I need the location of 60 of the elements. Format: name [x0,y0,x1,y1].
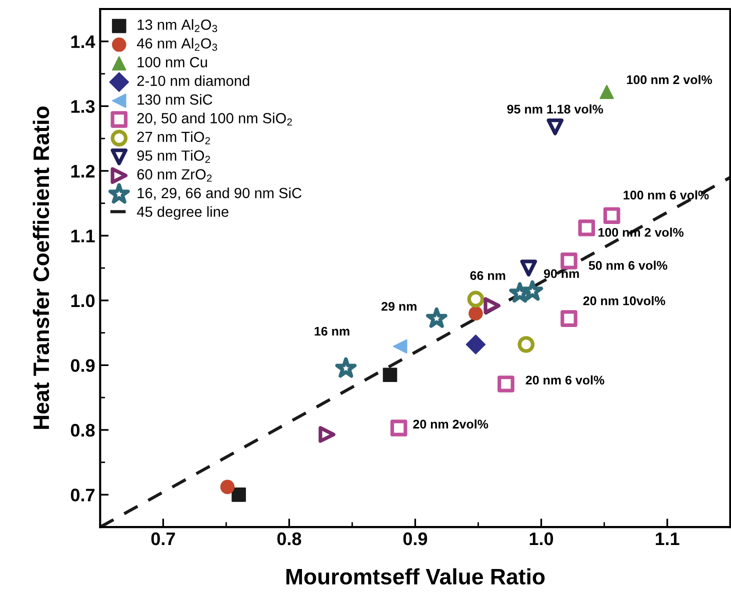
x-tick-label: 0.9 [403,532,428,546]
legend-label: 20, 50 and 100 nm SiO$_{2}$ [137,112,292,126]
legend-label: 13 nm Al$_{2}$O$_{3}$ [138,19,218,32]
legend-label: 2-10 nm diamond [137,75,250,86]
legend-label: 100 nm Cu [138,57,207,68]
legend-label: 45 degree line [136,206,228,220]
x-axis-title: Mouromtseff Value Ratio [286,568,545,585]
point [426,307,448,328]
point [318,426,336,443]
x-tick-label: 0.8 [277,532,302,546]
x-tick-label: 0.7 [151,532,175,546]
point [560,310,578,327]
legend-label: 60 nm ZrO$_{2}$ [137,169,212,182]
point [560,252,578,270]
y-tick-label: 1.2 [71,164,95,178]
annotation: 100 nm 2 vol% [598,228,684,237]
annotation: 90 nm [544,269,579,278]
point [468,306,483,321]
point [518,336,535,353]
annotation: 50 nm 6 vol% [588,260,668,270]
annotation: 100 nm 6 vol% [624,190,709,200]
legend-label: 16, 29, 66 and 90 nm SiC [138,188,302,200]
annotation: 100 nm 2 vol% [626,74,712,84]
annotation: 16 nm [314,326,350,336]
annotation: 29 nm [381,302,416,311]
point [392,339,408,354]
point [578,220,595,236]
y-tick-label: 1.4 [71,36,96,48]
point [466,334,486,354]
y-tick-label: 1.3 [71,100,95,113]
point [600,84,614,100]
point [546,118,564,136]
legend-label: 46 nm Al$_{2}$O$_{3}$ [136,38,218,51]
annotation: 66 nm [470,271,506,280]
y-axis-title: Heat Transfer Coefficient Ratio [32,106,50,429]
point [467,290,484,308]
point [520,260,538,276]
point [390,420,408,436]
point [522,280,544,301]
y-tick-label: 0.8 [70,424,95,437]
y-tick-label: 1.0 [71,294,95,308]
y-tick-label: 0.7 [70,488,94,502]
annotation: 20 nm 6 vol% [526,375,604,385]
annotation: 20 nm 10vol% [583,296,666,306]
point [498,376,514,392]
point [603,207,620,224]
point [484,297,500,314]
point [382,368,398,382]
point [335,357,357,378]
y-tick-label: 1.1 [71,230,95,242]
legend-label: 27 nm TiO$_{2}$ [137,131,210,144]
x-tick-label: 1.1 [656,532,680,546]
legend-label: 130 nm SiC [138,94,212,105]
legend-label: 95 nm TiO$_{2}$ [137,150,210,163]
annotation: 95 nm 1.18 vol% [507,104,604,114]
point [232,488,246,502]
annotation: 20 nm 2vol% [413,419,488,429]
x-tick-label: 1.0 [530,532,554,546]
y-tick-label: 0.9 [70,359,95,372]
point [220,480,235,494]
